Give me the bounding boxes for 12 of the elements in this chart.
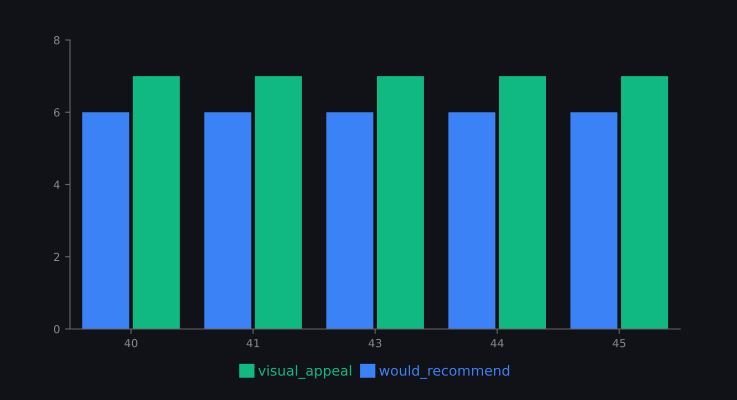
x-tick-label: 45 (612, 339, 626, 348)
x-tick-label: 44 (490, 339, 504, 348)
y-tick-label: 8 (54, 36, 60, 44)
legend-label: would_recommend (379, 365, 510, 379)
x-tick-label: 41 (246, 339, 260, 348)
x-tick-label: 40 (124, 338, 138, 348)
x-tick-label: 43 (368, 338, 382, 348)
y-tick-label: 0 (54, 324, 60, 334)
y-tick-label: 2 (54, 252, 60, 261)
y-tick-label: 4 (54, 180, 60, 189)
legend-label: visual_appeal (258, 365, 352, 379)
y-tick-label: 6 (54, 108, 60, 117)
